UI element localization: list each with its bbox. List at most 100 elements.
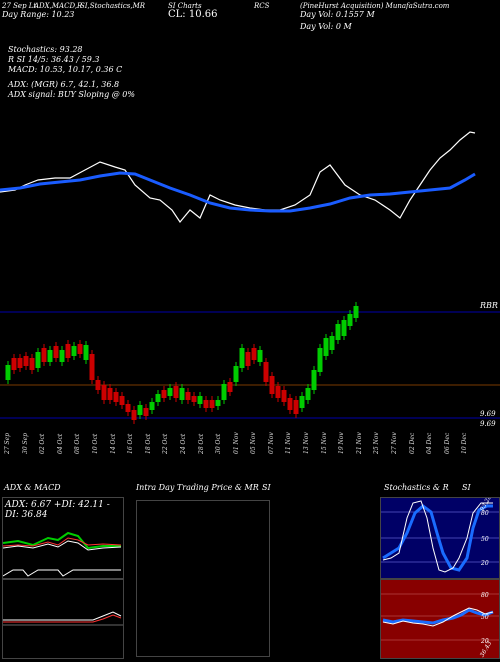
ema-line: [0, 171, 476, 213]
stochastics-panel-si: SI: [462, 483, 471, 492]
date-label: 04 Oct: [56, 433, 64, 454]
header-company: (PineHurst Acquisition) MunafaSutra.com: [300, 2, 450, 10]
rsi-chart: 80 50 20 36.43: [381, 592, 499, 658]
candle-body: [41, 348, 47, 362]
header-ticker: RCS: [254, 2, 270, 10]
candle-body: [113, 392, 119, 402]
candle-body: [11, 358, 17, 370]
candle-body: [203, 400, 209, 408]
adx-panel: ADX: 6.67 +DI: 42.11 -DI: 36.84: [2, 497, 124, 579]
day-range: Day Range: 10.23: [2, 10, 75, 19]
candle-body: [119, 396, 125, 405]
candle-body: [137, 405, 143, 415]
candle-body: [239, 348, 245, 368]
date-label: 25 Nov: [373, 432, 381, 454]
date-label: 24 Oct: [179, 433, 187, 454]
candle-body: [353, 306, 359, 318]
candle-body: [101, 385, 107, 400]
candle-body: [341, 320, 347, 336]
candle-body: [227, 382, 233, 392]
candle-body: [305, 388, 311, 400]
candle-body: [263, 362, 269, 382]
candle-body: [161, 390, 167, 398]
intraday-panel: [136, 500, 270, 657]
price-label-bot: 9.69: [480, 420, 496, 428]
price-label-top: RBR: [479, 301, 498, 310]
stochastics-panel: 80 50 20 93.28: [380, 494, 500, 579]
day-volume: Day Vol: 0.1557 M: [300, 10, 375, 19]
candle-body: [173, 386, 179, 398]
candle-body: [221, 384, 227, 400]
date-label: 04 Dec: [426, 432, 434, 454]
candle-body: [197, 396, 203, 404]
date-label: 15 Nov: [320, 432, 328, 454]
candle-body: [29, 358, 35, 370]
date-label: 16 Oct: [127, 433, 135, 454]
candle-body: [23, 356, 29, 366]
candle-body: [95, 380, 101, 390]
date-label: 05 Nov: [250, 432, 258, 454]
candle-body: [107, 388, 113, 400]
date-label: 07 Nov: [267, 432, 275, 454]
adx-panel-title: ADX & MACD: [4, 483, 61, 492]
candle-body: [35, 352, 41, 368]
date-label: 27 Sep: [4, 432, 11, 454]
candle-body: [317, 348, 323, 372]
rsi-panel: 80 50 20 36.43: [380, 579, 500, 659]
candle-body: [131, 410, 137, 420]
date-label: 30 Sep: [21, 432, 29, 454]
rsi-tick-50: 50: [481, 614, 489, 621]
candle-body: [275, 386, 281, 398]
date-label: 18 Oct: [144, 433, 152, 454]
price-label-mid: 9.69: [480, 410, 496, 418]
date-label: 10 Oct: [91, 433, 99, 454]
date-label: 21 Nov: [355, 432, 363, 454]
rsi-tick-80: 80: [481, 592, 489, 599]
candle-body: [59, 350, 65, 362]
candle-body: [311, 370, 317, 390]
date-label: 14 Oct: [109, 433, 117, 454]
adx-signal-readout: ADX signal: BUY Sloping @ 0%: [8, 90, 135, 99]
date-label: 02 Dec: [408, 432, 416, 454]
macd-readout: MACD: 10.53, 10.17, 0.36 C: [8, 65, 123, 74]
rsi-readout: R SI 14/5: 36.43 / 59.3: [8, 55, 100, 64]
date-label: 06 Dec: [443, 432, 451, 454]
close-price: CL: 10.66: [168, 9, 218, 20]
candlesticks: [5, 302, 359, 424]
candle-body: [269, 376, 275, 394]
intraday-panel-title: Intra Day Trading Price & MR: [136, 483, 259, 492]
date-label: 27 Nov: [391, 432, 399, 454]
candle-body: [5, 365, 11, 380]
header-charts: SI Charts: [168, 2, 202, 10]
stoch-tick-20: 20: [480, 560, 489, 567]
candle-body: [257, 350, 263, 362]
stochastics-panel-title: Stochastics & R: [384, 483, 449, 492]
rsi-tick-20: 20: [480, 638, 489, 645]
header-symbol: 27 Sep Lt: [2, 2, 37, 10]
day-volume-2: Day Vol: 0 M: [300, 22, 352, 31]
candle-body: [209, 400, 215, 408]
candle-body: [149, 402, 155, 410]
candle-body: [233, 366, 239, 382]
adx-values: ADX: 6.67 +DI: 42.11 -DI: 36.84: [5, 500, 110, 520]
candle-body: [299, 396, 305, 408]
candle-body: [89, 354, 95, 380]
date-label: 28 Oct: [197, 433, 205, 454]
date-label: 13 Nov: [303, 432, 311, 454]
candle-body: [245, 352, 251, 366]
candle-body: [191, 396, 197, 402]
candle-body: [83, 345, 89, 360]
date-axis: 27 Sep 30 Sep 02 Oct 04 Oct 08 Oct 10 Oct 14 O…: [0, 432, 500, 480]
adx-chart: [2, 531, 122, 577]
date-label: 10 Dec: [461, 432, 469, 454]
candle-body: [281, 390, 287, 402]
date-label: 01 Nov: [232, 432, 240, 454]
candle-body: [323, 338, 329, 356]
candle-body: [143, 408, 149, 416]
candle-body: [155, 394, 161, 402]
date-label: 30 Oct: [215, 433, 223, 454]
candle-body: [287, 398, 293, 410]
candle-body: [47, 350, 53, 362]
intraday-panel-si: SI: [262, 483, 271, 492]
candle-body: [77, 344, 83, 354]
